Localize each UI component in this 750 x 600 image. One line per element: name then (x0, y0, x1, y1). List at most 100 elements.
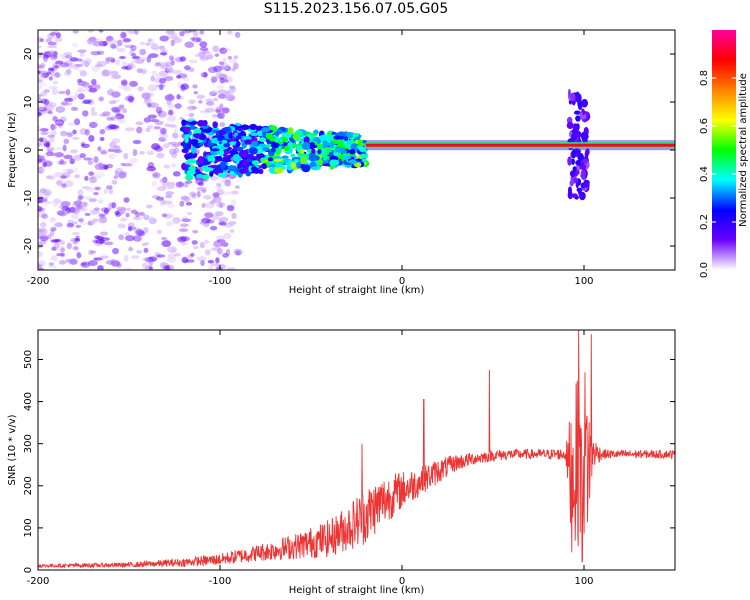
noise-blob (124, 44, 134, 49)
noise-blob (216, 239, 226, 243)
noise-blob (125, 30, 131, 33)
noise-blob (234, 185, 240, 189)
spectrogram-x-axis-label: Height of straight line (km) (289, 285, 425, 296)
snr-series-line (38, 330, 675, 569)
noise-blob (189, 67, 195, 73)
band-blob (239, 168, 247, 174)
noise-blob (38, 70, 41, 75)
band-blob (195, 173, 204, 179)
noise-blob (193, 30, 199, 37)
noise-blob (62, 144, 67, 152)
noise-blob (170, 39, 175, 47)
colorbar-tick-label: 0.8 (699, 70, 710, 86)
noise-blob (165, 194, 173, 199)
noise-blob (215, 198, 221, 204)
snr-x-tick-label: 0 (399, 576, 405, 587)
band-blob (223, 142, 231, 148)
noise-blob (79, 52, 85, 57)
noise-blob (39, 158, 48, 164)
noise-blob (180, 83, 189, 90)
noise-blob (166, 115, 177, 122)
noise-blob (49, 49, 55, 55)
noise-blob (159, 49, 168, 53)
noise-blob (75, 207, 85, 212)
noise-blob (49, 136, 55, 143)
noise-blob (124, 162, 134, 167)
noise-blob (161, 182, 167, 189)
band-blob (300, 156, 308, 164)
noise-blob (175, 181, 184, 188)
noise-blob (38, 260, 46, 267)
noise-blob (54, 65, 60, 69)
noise-blob (45, 175, 52, 180)
noise-blob (92, 218, 100, 223)
carrier-line (365, 143, 675, 147)
noise-blob (105, 70, 114, 76)
noise-blob (84, 57, 92, 65)
band-blob (311, 166, 319, 171)
noise-blob (98, 213, 106, 217)
noise-blob (122, 163, 133, 167)
band-blob (355, 158, 363, 162)
noise-blob (76, 252, 82, 259)
noise-blob (151, 181, 157, 187)
noise-blob (79, 153, 86, 159)
noise-blob (109, 124, 120, 130)
burst-blob (582, 158, 588, 164)
noise-blob (106, 163, 114, 169)
noise-blob (98, 216, 108, 224)
noise-blob (215, 182, 222, 187)
noise-blob (88, 260, 98, 267)
noise-blob (233, 55, 239, 60)
noise-blob (98, 96, 104, 102)
noise-blob (66, 242, 72, 250)
band-blob (265, 132, 274, 140)
noise-blob (151, 194, 161, 199)
burst-blob (580, 169, 587, 180)
noise-blob (80, 261, 91, 268)
band-blob (221, 127, 229, 132)
noise-blob (209, 225, 218, 231)
band-blob (207, 155, 212, 162)
noise-blob (154, 251, 161, 259)
noise-blob (112, 247, 119, 255)
noise-blob (90, 250, 96, 254)
noise-blob (77, 49, 87, 53)
band-blob (251, 160, 260, 165)
noise-blob (136, 126, 143, 134)
noise-blob (74, 174, 81, 179)
noise-blob (56, 221, 63, 228)
noise-blob (106, 38, 117, 45)
burst-blob (582, 182, 590, 188)
noise-blob (50, 130, 57, 137)
noise-blob (111, 91, 121, 98)
noise-blob (168, 124, 177, 128)
noise-blob (50, 124, 57, 130)
noise-blob (38, 198, 43, 204)
noise-blob (197, 181, 204, 186)
noise-blob (163, 76, 174, 81)
noise-blob (162, 176, 168, 183)
noise-blob (132, 235, 142, 242)
band-blob (242, 135, 252, 141)
noise-blob (172, 132, 179, 139)
noise-blob (43, 109, 52, 114)
band-blob (272, 162, 283, 168)
snr-x-tick-label: 100 (574, 576, 593, 587)
noise-blob (192, 36, 201, 43)
noise-blob (212, 195, 222, 203)
band-blob (261, 127, 271, 133)
noise-blob (128, 80, 138, 87)
noise-blob (115, 115, 122, 120)
noise-blob (147, 54, 152, 59)
burst-blob (567, 88, 571, 98)
noise-blob (125, 127, 135, 132)
snr-plot-area (38, 330, 675, 569)
noise-blob (199, 30, 205, 35)
noise-blob (212, 45, 220, 53)
noise-blob (183, 77, 190, 82)
noise-blob (218, 216, 229, 223)
band-blob (210, 148, 220, 152)
noise-blob (50, 123, 56, 131)
noise-blob (205, 98, 214, 103)
